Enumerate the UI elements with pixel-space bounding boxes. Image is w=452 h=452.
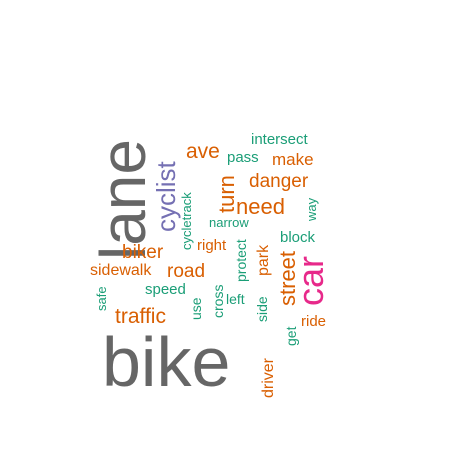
word-danger: danger: [249, 171, 309, 192]
word-protect: protect: [233, 239, 249, 282]
word-right: right: [197, 237, 227, 254]
word-ride: ride: [301, 313, 326, 330]
word-block: block: [280, 229, 316, 246]
word-safe: safe: [94, 286, 109, 311]
word-pass: pass: [227, 149, 259, 166]
word-bike: bike: [102, 323, 230, 401]
word-traffic: traffic: [115, 305, 166, 328]
word-left: left: [226, 291, 245, 307]
word-lane: lane: [87, 139, 159, 260]
word-ave: ave: [186, 140, 220, 163]
word-side: side: [254, 296, 270, 322]
word-cycletrack: cycletrack: [179, 192, 194, 250]
word-car: car: [290, 256, 331, 306]
word-park: park: [255, 244, 272, 276]
word-use: use: [188, 297, 204, 320]
word-cross: cross: [210, 285, 226, 318]
word-biker: biker: [122, 242, 164, 263]
word-need: need: [236, 194, 285, 219]
word-street: street: [275, 251, 300, 306]
word-turn: turn: [214, 175, 239, 213]
word-driver: driver: [260, 357, 277, 398]
word-get: get: [283, 326, 299, 346]
word-cyclist: cyclist: [151, 160, 181, 232]
word-make: make: [272, 150, 314, 169]
word-intersect: intersect: [251, 131, 309, 148]
word-narrow: narrow: [209, 215, 249, 230]
word-way: way: [304, 197, 319, 222]
word-sidewalk: sidewalk: [90, 262, 152, 279]
word-road: road: [167, 261, 205, 282]
word-speed: speed: [145, 281, 186, 298]
